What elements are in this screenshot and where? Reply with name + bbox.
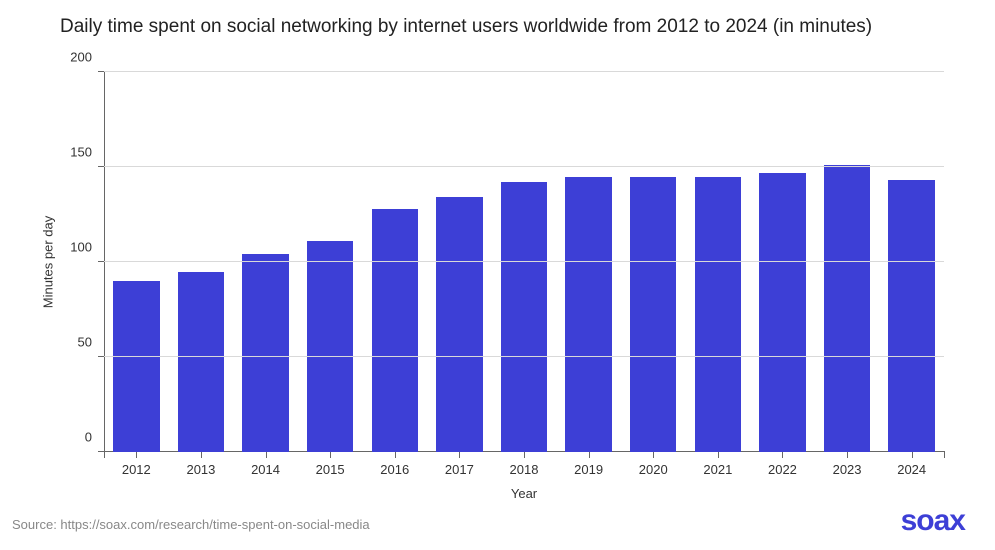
x-tick-label: 2018 [510, 462, 539, 477]
chart-title: Daily time spent on social networking by… [60, 16, 872, 38]
x-tick-label: 2014 [251, 462, 280, 477]
bar [759, 173, 806, 452]
plot: Minutes per day Year 0501001502002012201… [104, 72, 944, 452]
x-tick-label: 2012 [122, 462, 151, 477]
x-tick-label: 2021 [703, 462, 732, 477]
grid-line [104, 261, 944, 262]
x-tick-label: 2023 [833, 462, 862, 477]
x-tick [718, 452, 719, 458]
x-tick-label: 2024 [897, 462, 926, 477]
y-tick [98, 356, 104, 357]
bar [372, 209, 419, 452]
x-tick-label: 2022 [768, 462, 797, 477]
source-text: Source: https://soax.com/research/time-s… [12, 517, 370, 532]
x-tick [104, 452, 105, 458]
bar [242, 254, 289, 452]
bars-group [104, 72, 944, 452]
x-tick [201, 452, 202, 458]
bar [824, 165, 871, 452]
bar [307, 241, 354, 452]
y-tick-label: 150 [70, 145, 104, 160]
x-tick-label: 2015 [316, 462, 345, 477]
x-tick [459, 452, 460, 458]
x-tick [782, 452, 783, 458]
x-tick [330, 452, 331, 458]
bar [178, 272, 225, 453]
plot-area: Minutes per day Year 0501001502002012201… [104, 72, 944, 452]
y-tick [98, 261, 104, 262]
x-tick-label: 2013 [186, 462, 215, 477]
x-tick-label: 2017 [445, 462, 474, 477]
grid-line [104, 71, 944, 72]
x-tick [395, 452, 396, 458]
bar [888, 180, 935, 452]
grid-line [104, 356, 944, 357]
bar [695, 177, 742, 453]
x-tick-label: 2020 [639, 462, 668, 477]
grid-line [104, 166, 944, 167]
bar [630, 177, 677, 453]
x-tick [653, 452, 654, 458]
brand-logo: soax [901, 504, 965, 538]
bar [565, 177, 612, 453]
x-tick [944, 452, 945, 458]
y-tick-label: 50 [78, 335, 104, 350]
bar [113, 281, 160, 452]
x-axis-label: Year [511, 486, 537, 501]
x-tick-label: 2019 [574, 462, 603, 477]
y-tick-label: 0 [85, 430, 104, 445]
x-tick [589, 452, 590, 458]
bar [436, 197, 483, 452]
y-tick-label: 200 [70, 50, 104, 65]
x-tick [266, 452, 267, 458]
y-tick [98, 166, 104, 167]
x-tick [136, 452, 137, 458]
y-tick-label: 100 [70, 240, 104, 255]
y-axis-label: Minutes per day [41, 216, 56, 309]
x-tick-label: 2016 [380, 462, 409, 477]
y-tick [98, 71, 104, 72]
bar [501, 182, 548, 452]
chart-container: Daily time spent on social networking by… [0, 0, 995, 550]
x-tick [524, 452, 525, 458]
x-tick [912, 452, 913, 458]
x-tick [847, 452, 848, 458]
